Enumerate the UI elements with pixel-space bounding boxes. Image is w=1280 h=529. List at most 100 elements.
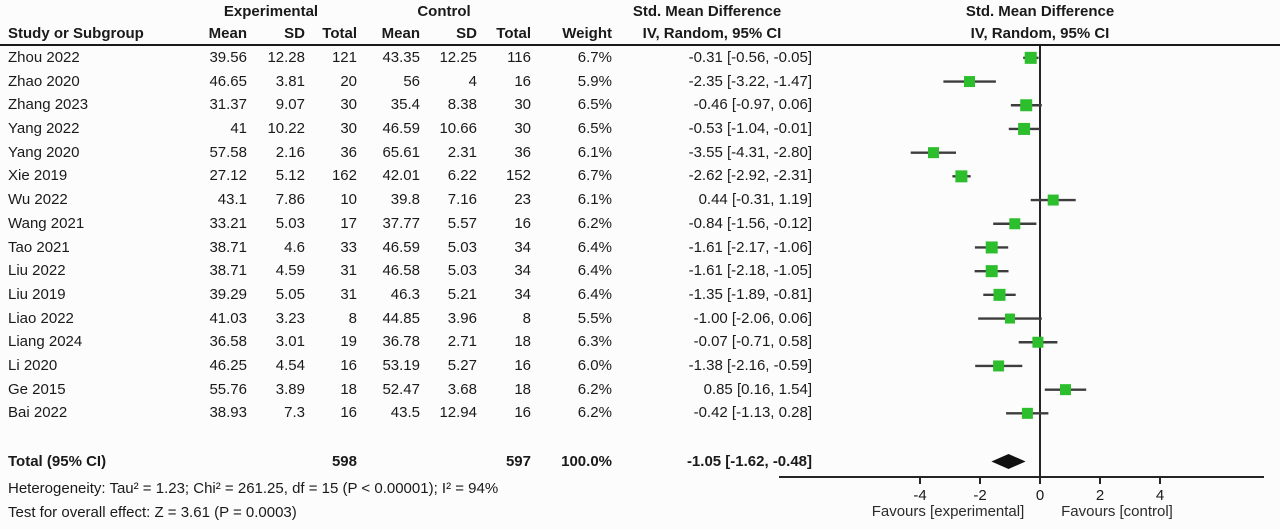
cell-weight: 6.7%	[577, 167, 612, 185]
cell-exp_sd: 5.12	[275, 167, 305, 185]
cell-ctrl_total: 16	[514, 72, 531, 90]
cell-ci_text: -3.55 [-4.31, -2.80]	[688, 143, 812, 161]
cell-ci_text: -1.61 [-2.18, -1.05]	[688, 262, 812, 280]
cell-ctrl_sd: 5.27	[447, 356, 477, 374]
table-row: Liu 2022 38.71 4.59 31 46.58 5.03 34 6.4% -1.61 …	[0, 259, 812, 283]
cell-ctrl_sd: 4	[468, 72, 477, 90]
cell-ci_text: -0.07 [-0.71, 0.58]	[693, 333, 812, 351]
table-row: Zhang 2023 31.37 9.07 30 35.4 8.38 30 6.5% -0.46…	[0, 93, 812, 117]
effect-marker	[955, 170, 968, 183]
cell-ctrl_total: 23	[514, 191, 531, 209]
cell-ci_text: -0.31 [-0.56, -0.05]	[688, 49, 812, 66]
cell-ctrl_total: 36	[514, 143, 531, 161]
cell-exp_total: 18	[340, 380, 357, 398]
header-control-group: Control	[417, 3, 471, 20]
col-exp-total: Total	[322, 25, 357, 42]
favours-control-label: Favours [control]	[1061, 503, 1173, 520]
cell-ctrl_total: 30	[514, 120, 531, 138]
effect-marker	[964, 76, 975, 88]
header-effect-title-left: Std. Mean Difference	[632, 3, 782, 20]
table-row: Yang 2022 41 10.22 30 46.59 10.66 30 6.5% -0.53 …	[0, 117, 812, 141]
cell-ctrl_sd: 6.22	[447, 167, 477, 185]
cell-exp_total: 16	[340, 404, 357, 422]
cell-weight: 6.2%	[577, 380, 612, 398]
cell-ci_text: -1.38 [-2.16, -0.59]	[688, 356, 812, 374]
cell-ctrl_sd: 5.21	[447, 285, 477, 303]
cell-ctrl_sd: 8.38	[447, 96, 477, 114]
effect-marker	[1018, 122, 1031, 135]
cell-weight: 6.5%	[577, 120, 612, 138]
cell-ctrl_mean: 65.61	[382, 143, 420, 161]
cell-ctrl_total: 18	[514, 333, 531, 351]
total-row: Total (95% CI) 598 597 100.0% -1.05 [-1.…	[0, 452, 812, 472]
cell-ci_text: -0.84 [-1.56, -0.12]	[688, 214, 812, 232]
cell-exp_sd: 3.23	[275, 309, 305, 327]
cell-ctrl_mean: 44.85	[382, 309, 420, 327]
cell-ctrl_sd: 3.96	[447, 309, 477, 327]
cell-exp_total: 36	[340, 143, 357, 161]
cell-exp_mean: 39.56	[209, 49, 247, 66]
cell-ctrl_sd: 5.03	[447, 262, 477, 280]
cell-ctrl_mean: 37.77	[382, 214, 420, 232]
cell-ctrl_mean: 43.5	[390, 404, 420, 422]
cell-ctrl_sd: 2.31	[447, 143, 477, 161]
cell-exp_sd: 4.54	[275, 356, 305, 374]
cell-ctrl_sd: 12.94	[439, 404, 477, 422]
cell-ctrl_mean: 39.8	[390, 191, 420, 209]
cell-exp_total: 17	[340, 214, 357, 232]
effect-marker	[1032, 336, 1044, 348]
cell-ctrl_total: 16	[514, 214, 531, 232]
cell-exp_sd: 2.16	[275, 143, 305, 161]
col-study: Study or Subgroup	[8, 25, 144, 42]
col-ctrl-sd: SD	[456, 25, 477, 42]
cell-weight: 6.4%	[577, 238, 612, 256]
cell-exp_sd: 5.03	[275, 214, 305, 232]
cell-study: Yang 2020	[8, 143, 80, 161]
total-diamond	[991, 454, 1026, 469]
cell-exp_sd: 9.07	[275, 96, 305, 114]
header-effect-title-right: Std. Mean Difference	[965, 3, 1115, 20]
cell-ci_text: -0.42 [-1.13, 0.28]	[693, 404, 812, 422]
cell-exp_mean: 39.29	[209, 285, 247, 303]
table-row: Xie 2019 27.12 5.12 162 42.01 6.22 152 6.7% -2.6…	[0, 164, 812, 188]
total-weight: 100.0%	[561, 453, 612, 470]
column-header-row: Study or Subgroup Mean SD Total Mean SD …	[0, 24, 812, 44]
effect-marker	[928, 147, 939, 159]
table-row: Ge 2015 55.76 3.89 18 52.47 3.68 18 6.2% 0.85 [0…	[0, 378, 812, 402]
col-ctrl-total: Total	[496, 25, 531, 42]
cell-exp_total: 162	[331, 167, 357, 185]
axis-tick-label: 0	[1036, 487, 1044, 504]
cell-ci_text: -0.46 [-0.97, 0.06]	[693, 96, 812, 114]
cell-weight: 6.1%	[577, 143, 612, 161]
axis-tick-label: -2	[973, 487, 986, 504]
col-exp-sd: SD	[284, 25, 305, 42]
cell-exp_mean: 38.93	[209, 404, 247, 422]
axis-tick-label: 2	[1096, 487, 1104, 504]
col-exp-mean: Mean	[208, 25, 247, 42]
cell-exp_sd: 3.89	[275, 380, 305, 398]
effect-marker	[1060, 384, 1071, 396]
cell-study: Zhou 2022	[8, 49, 80, 66]
cell-weight: 6.4%	[577, 262, 612, 280]
cell-ctrl_sd: 7.16	[447, 191, 477, 209]
cell-ctrl_mean: 46.59	[382, 120, 420, 138]
cell-exp_sd: 3.01	[275, 333, 305, 351]
cell-exp_total: 30	[340, 120, 357, 138]
cell-ctrl_mean: 46.3	[390, 285, 420, 303]
table-row: Yang 2020 57.58 2.16 36 65.61 2.31 36 6.1% -3.55…	[0, 141, 812, 165]
cell-study: Wang 2021	[8, 214, 85, 232]
col-ci: IV, Random, 95% CI	[642, 25, 782, 42]
cell-ctrl_sd: 12.25	[439, 49, 477, 66]
header-experimental-group: Experimental	[223, 3, 319, 20]
cell-exp_total: 19	[340, 333, 357, 351]
total-ctrl-n: 597	[505, 453, 531, 470]
cell-ctrl_total: 116	[507, 49, 531, 66]
table-row: Wu 2022 43.1 7.86 10 39.8 7.16 23 6.1% 0.44 [-0.…	[0, 188, 812, 212]
cell-ctrl_mean: 43.35	[382, 49, 420, 66]
cell-weight: 6.0%	[577, 356, 612, 374]
cell-exp_sd: 5.05	[275, 285, 305, 303]
cell-study: Yang 2022	[8, 120, 80, 138]
cell-exp_total: 20	[340, 72, 357, 90]
cell-ctrl_total: 34	[514, 238, 531, 256]
cell-ctrl_total: 16	[514, 356, 531, 374]
